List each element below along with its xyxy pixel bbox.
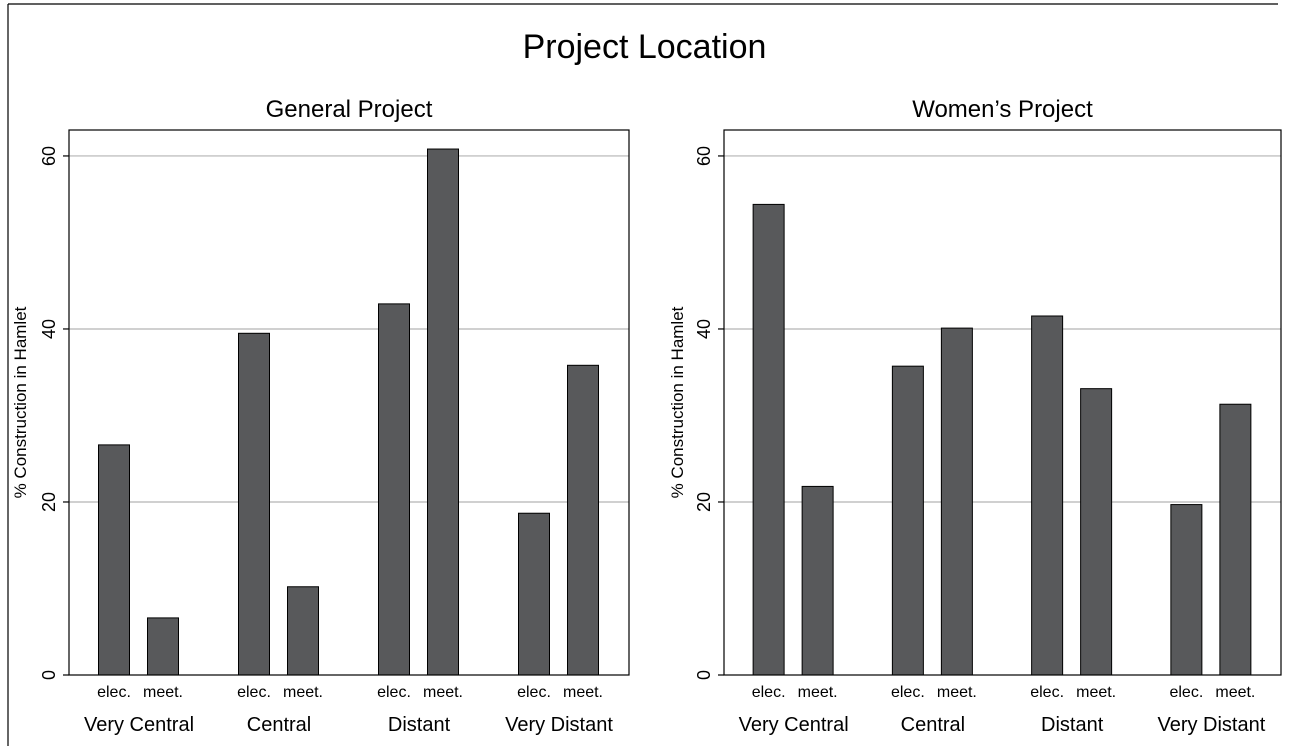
y-tick-label: 20 xyxy=(39,492,59,512)
plot-frame xyxy=(723,129,1282,676)
subcategory-label: elec. xyxy=(891,684,925,701)
y-axis-label: % Construction in Hamlet xyxy=(668,306,687,498)
bar xyxy=(287,586,319,676)
subcategory-label: meet. xyxy=(143,684,183,701)
bar xyxy=(1031,315,1064,676)
subcategory-label: elec. xyxy=(97,684,131,701)
bar xyxy=(1080,388,1113,676)
group-label: Distant xyxy=(1041,714,1104,736)
group-label: Very Central xyxy=(739,714,849,736)
bar xyxy=(1219,403,1252,676)
bar xyxy=(427,148,459,676)
y-tick-label: 0 xyxy=(39,670,59,680)
subcategory-label: meet. xyxy=(1076,684,1116,701)
bar xyxy=(378,303,410,676)
subcategory-label: meet. xyxy=(283,684,323,701)
y-tick-label: 40 xyxy=(39,319,59,339)
group-label: Central xyxy=(247,714,311,736)
group-label: Very Central xyxy=(84,714,194,736)
subcategory-label: elec. xyxy=(377,684,411,701)
bar xyxy=(940,327,973,676)
bar xyxy=(801,485,834,676)
y-tick-label: 0 xyxy=(694,670,714,680)
y-tick-label: 40 xyxy=(694,319,714,339)
bar xyxy=(891,365,924,676)
bar xyxy=(147,617,179,676)
bar xyxy=(238,332,270,676)
subcategory-label: elec. xyxy=(1169,684,1203,701)
subcategory-label: elec. xyxy=(752,684,786,701)
subcategory-label: elec. xyxy=(1030,684,1064,701)
panel-title: General Project xyxy=(266,96,433,123)
group-label: Very Distant xyxy=(1157,714,1265,736)
subcategory-label: elec. xyxy=(517,684,551,701)
y-tick-label: 60 xyxy=(694,146,714,166)
y-tick-label: 60 xyxy=(39,146,59,166)
figure-title: Project Location xyxy=(522,28,767,66)
chart-panel: elec. meet. Very Central elec. meet. Central e… xyxy=(11,96,630,736)
y-axis-label: % Construction in Hamlet xyxy=(11,306,30,498)
subcategory-label: meet. xyxy=(798,684,838,701)
subcategory-label: meet. xyxy=(1215,684,1255,701)
group-label: Very Distant xyxy=(505,714,613,736)
chart-panel: elec. meet. Very Central elec. meet. Central e… xyxy=(668,96,1282,736)
subcategory-label: meet. xyxy=(423,684,463,701)
subcategory-label: elec. xyxy=(237,684,271,701)
bar xyxy=(1170,504,1203,676)
bar xyxy=(518,512,550,676)
bar xyxy=(98,444,130,676)
group-label: Central xyxy=(901,714,965,736)
bar xyxy=(752,203,785,676)
subcategory-label: meet. xyxy=(563,684,603,701)
subcategory-label: meet. xyxy=(937,684,977,701)
y-tick-label: 20 xyxy=(694,492,714,512)
panel-title: Women’s Project xyxy=(912,96,1093,123)
bar xyxy=(567,364,599,676)
plot-frame xyxy=(68,129,630,676)
group-label: Distant xyxy=(388,714,451,736)
